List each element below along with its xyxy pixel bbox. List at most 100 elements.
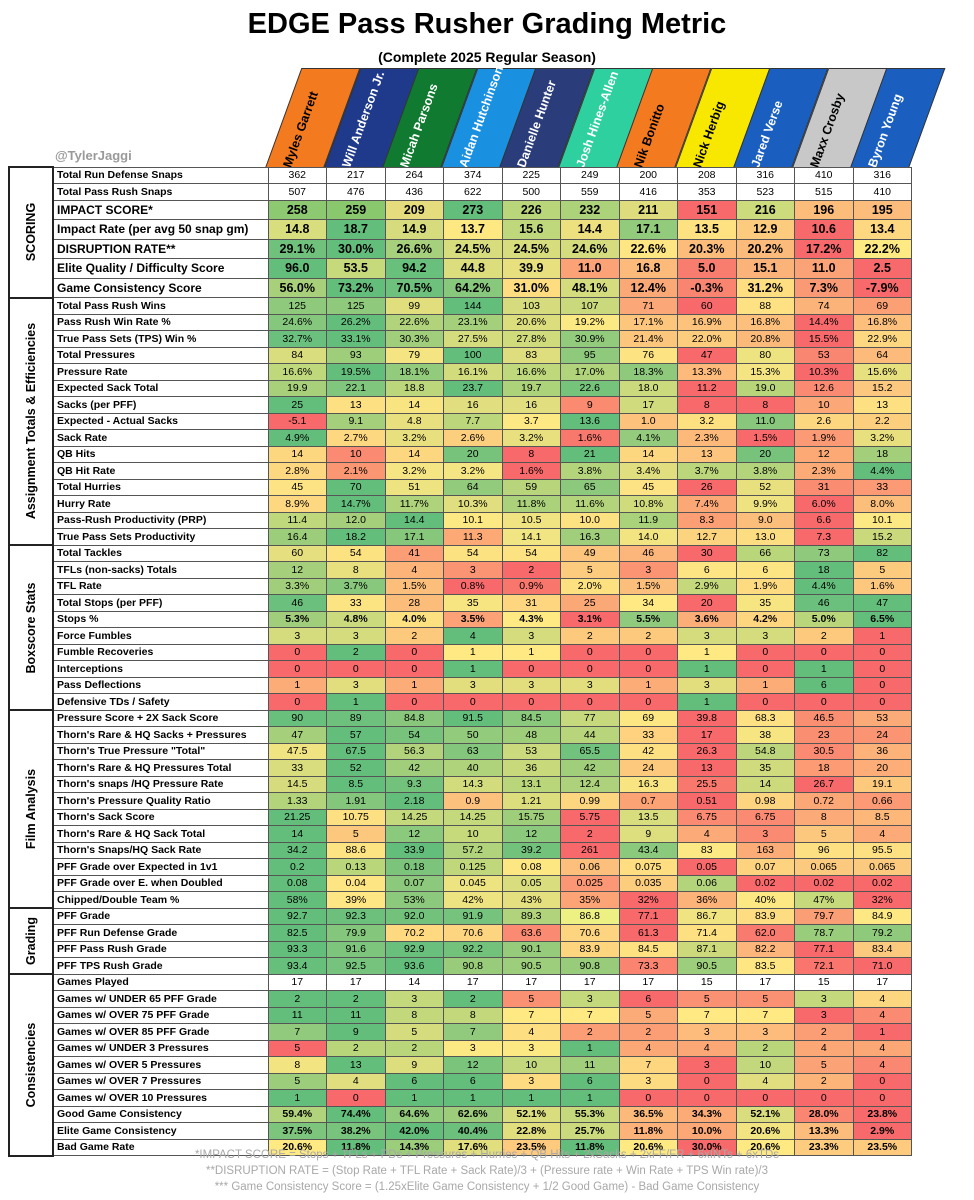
metric-value: 26.3 <box>677 742 737 760</box>
metric-value: 10 <box>326 445 386 463</box>
metric-value: 2 <box>560 825 620 843</box>
metric-value: 54 <box>443 544 503 562</box>
metric-value: 8.5 <box>326 775 386 793</box>
metric-value: 8 <box>735 396 795 414</box>
metric-value: 2.1% <box>326 462 386 480</box>
metric-value: 4.8 <box>384 412 444 430</box>
table-row: Games w/ OVER 5 Pressures 8 13 9 12 10 11 7 3 10 5… <box>9 1056 912 1074</box>
metric-value: 4 <box>384 561 444 579</box>
metric-value: 107 <box>560 297 620 315</box>
metric-value: 64 <box>443 478 503 496</box>
metric-value: 11.8% <box>560 1138 620 1156</box>
metric-value: 93.6 <box>384 957 444 975</box>
metric-label: QB Hits <box>52 445 269 463</box>
metric-value: 5 <box>852 561 912 579</box>
metric-value: 46.5 <box>794 709 854 727</box>
metric-value: 5 <box>326 825 386 843</box>
metric-value: 10.1 <box>443 511 503 529</box>
metric-value: 13.1 <box>501 775 561 793</box>
metric-value: 91.6 <box>326 940 386 958</box>
metric-value: 11.4 <box>267 511 327 529</box>
metric-value: 19.1 <box>852 775 912 793</box>
metric-value: 2.18 <box>384 792 444 810</box>
metric-value: 95.5 <box>852 841 912 859</box>
metric-value: 3.2% <box>852 429 912 447</box>
table-row: Pass Rush Win Rate % 24.6% 26.2% 22.6% 23.1%… <box>9 313 912 331</box>
metric-value: 26.2% <box>326 313 386 331</box>
metric-label: Games Played <box>52 973 269 991</box>
metric-value: 89 <box>326 709 386 727</box>
metric-value: 6.75 <box>677 808 737 826</box>
metric-value: 8.9% <box>267 495 327 513</box>
metric-value: 10.5 <box>501 511 561 529</box>
metric-value: 87.1 <box>677 940 737 958</box>
metric-value: 2 <box>501 561 561 579</box>
metric-label: Total Hurries <box>52 478 269 496</box>
metric-value: 40 <box>443 759 503 777</box>
metric-label: PFF Grade over E. when Doubled <box>52 874 269 892</box>
metric-value: 0 <box>267 693 327 711</box>
metric-value: 507 <box>267 183 327 201</box>
metric-value: 53 <box>852 709 912 727</box>
metric-value: 3 <box>618 1072 678 1090</box>
metric-value: 13.3% <box>794 1122 854 1140</box>
metric-value: 0 <box>735 660 795 678</box>
metric-value: 0 <box>326 1089 386 1107</box>
metric-value: 26.7 <box>794 775 854 793</box>
metric-value: 28.0% <box>794 1105 854 1123</box>
metric-value: 100 <box>443 346 503 364</box>
metric-value: -7.9% <box>852 277 912 298</box>
metric-value: 125 <box>326 297 386 315</box>
metric-value: 1.6% <box>501 462 561 480</box>
metric-value: 0.07 <box>384 874 444 892</box>
metric-value: 82 <box>852 544 912 562</box>
table-row: Games w/ UNDER 3 Pressures 5 2 2 3 3 1 4 4 2 4 4 <box>9 1039 912 1057</box>
metric-value: 78.7 <box>794 924 854 942</box>
metric-value: 73.3 <box>618 957 678 975</box>
metric-value: 1.9% <box>794 429 854 447</box>
metric-value: 6.6 <box>794 511 854 529</box>
metric-value: 2 <box>384 627 444 645</box>
metric-value: 13 <box>326 396 386 414</box>
grading-table: SCORING Total Run Defense Snaps 362 217 264 3… <box>8 166 912 1157</box>
metric-value: 52 <box>735 478 795 496</box>
section-label: SCORING <box>8 166 54 299</box>
metric-value: 90.5 <box>501 957 561 975</box>
metric-value: 31.2% <box>735 277 795 298</box>
metric-value: 0 <box>618 643 678 661</box>
metric-value: 20.8% <box>735 330 795 348</box>
metric-value: 1 <box>384 1089 444 1107</box>
table-row: Thorn's Rare & HQ Pressures Total 33 52 42 4… <box>9 759 912 777</box>
metric-label: PFF Run Defense Grade <box>52 924 269 942</box>
metric-value: 30.0% <box>677 1138 737 1156</box>
metric-label: Games w/ UNDER 65 PFF Grade <box>52 990 269 1008</box>
table-row: DISRUPTION RATE** 29.1% 30.0% 26.6% 24.5% 24.… <box>9 238 912 259</box>
metric-value: 20.6% <box>501 313 561 331</box>
metric-value: -0.3% <box>677 277 737 298</box>
metric-value: 70.6 <box>443 924 503 942</box>
metric-value: 86.8 <box>560 907 620 925</box>
metric-value: 29.1% <box>267 238 327 259</box>
metric-value: 7.3 <box>794 528 854 546</box>
metric-value: 25 <box>267 396 327 414</box>
table-row: Total Hurries 45 70 51 64 59 65 45 26 52 31 33 <box>9 478 912 496</box>
metric-value: 11.0 <box>735 412 795 430</box>
metric-value: 16.1% <box>443 363 503 381</box>
metric-value: 18 <box>794 759 854 777</box>
metric-label: Thorn's Snaps/HQ Sack Rate <box>52 841 269 859</box>
metric-value: 11 <box>560 1056 620 1074</box>
metric-value: 48.1% <box>560 277 620 298</box>
metric-value: 22.1 <box>326 379 386 397</box>
metric-value: 13.5 <box>677 219 737 240</box>
metric-value: 0 <box>384 693 444 711</box>
metric-value: 0.05 <box>677 858 737 876</box>
metric-value: 92.7 <box>267 907 327 925</box>
metric-value: 25.7% <box>560 1122 620 1140</box>
metric-value: 211 <box>618 199 678 220</box>
metric-value: 17 <box>618 973 678 991</box>
metric-value: 19.2% <box>560 313 620 331</box>
metric-value: 37.5% <box>267 1122 327 1140</box>
metric-value: 18.0 <box>618 379 678 397</box>
metric-value: 33.9 <box>384 841 444 859</box>
metric-value: 0 <box>618 693 678 711</box>
